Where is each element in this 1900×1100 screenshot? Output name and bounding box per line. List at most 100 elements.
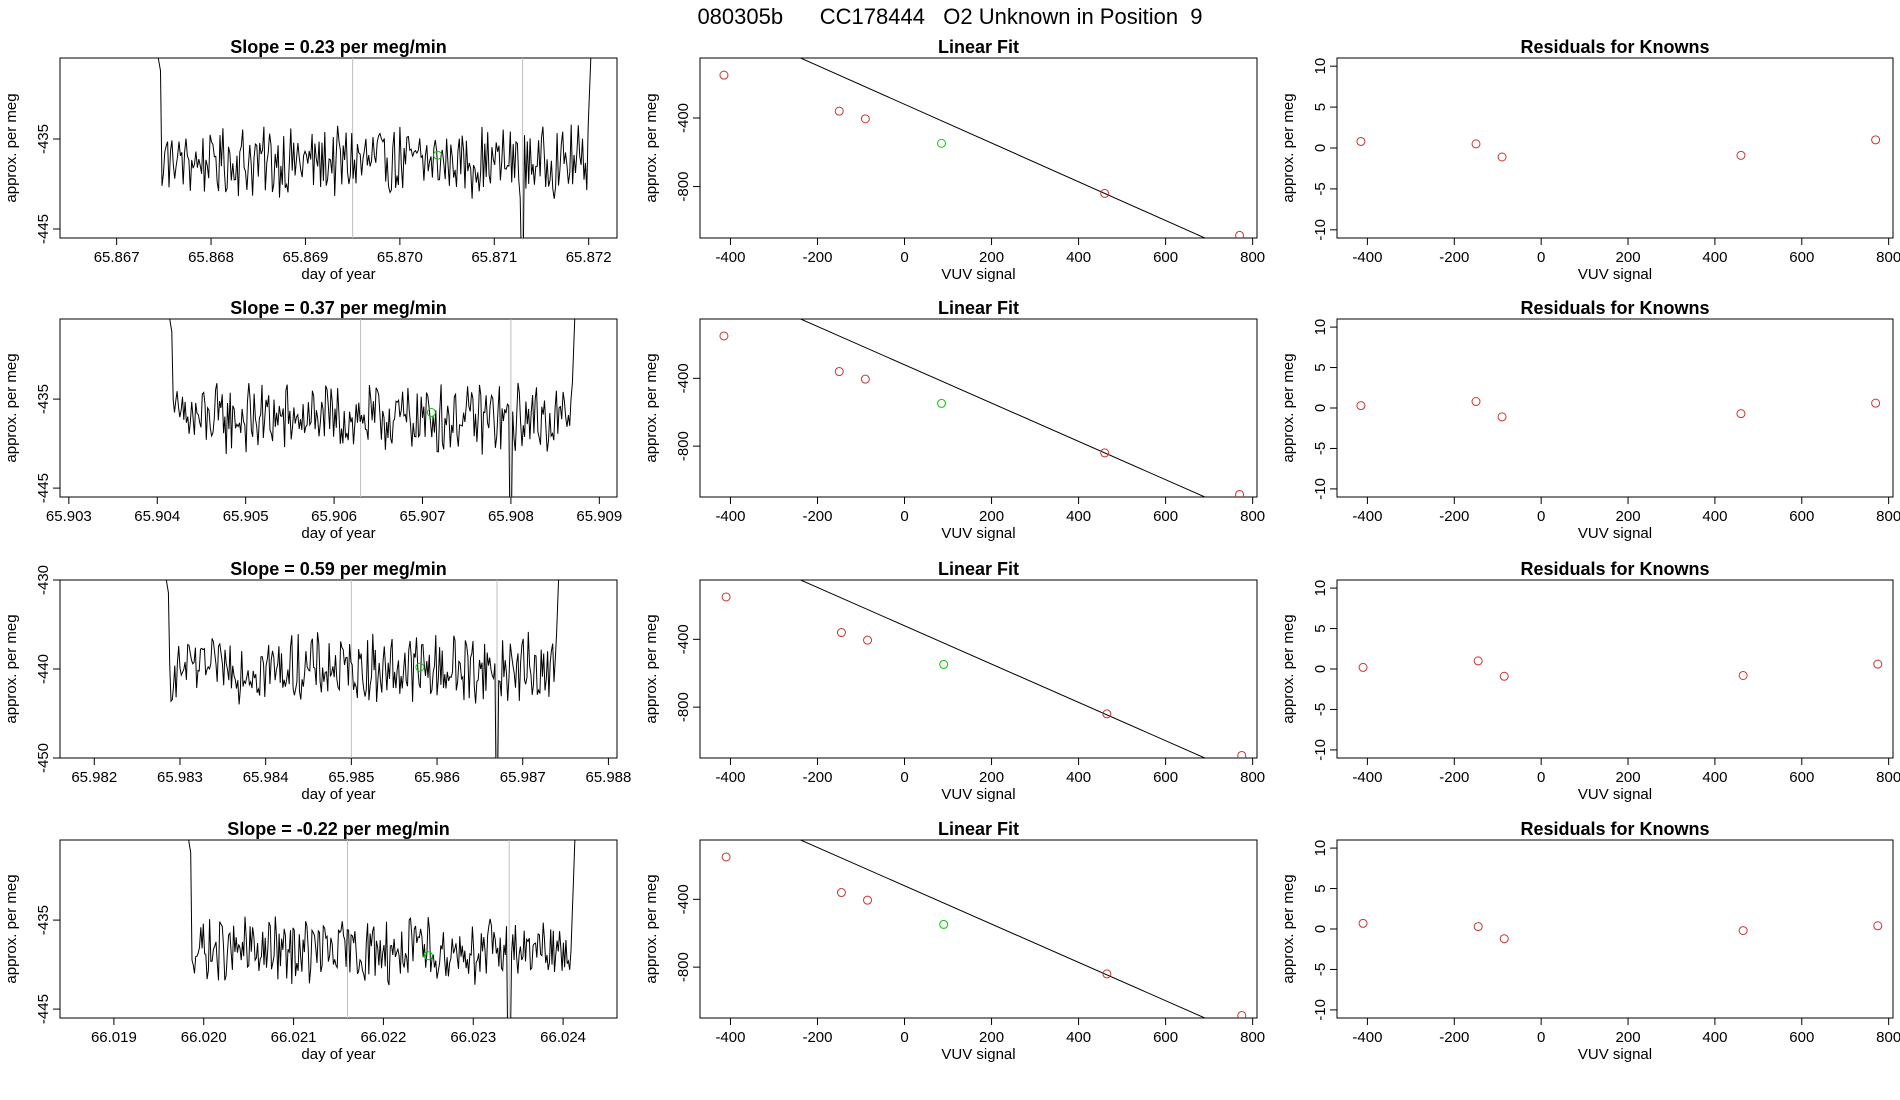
x-tick-label: 65.905 — [223, 508, 269, 525]
panel-title: Slope = 0.23 per meg/min — [230, 37, 447, 57]
x-tick-label: -200 — [802, 508, 832, 525]
x-axis-label: day of year — [301, 525, 375, 542]
data-trace — [165, 580, 560, 758]
plot-frame — [699, 579, 1258, 759]
x-axis-label: VUV signal — [1578, 525, 1652, 542]
x-tick-label: 0 — [900, 249, 908, 266]
known-point — [860, 114, 870, 124]
panel-title: Linear Fit — [938, 37, 1019, 57]
panel-3-2: Residuals for Knowns -400 -200 0 200 400 600 80… — [1280, 819, 1900, 1063]
x-tick-label: 800 — [1876, 249, 1900, 266]
x-tick-label: 65.908 — [488, 508, 534, 525]
x-tick-label: -400 — [1352, 1029, 1382, 1046]
y-tick-label: 10 — [1312, 58, 1329, 75]
x-axis-label: VUV signal — [941, 786, 1015, 803]
x-tick-label: -400 — [1352, 249, 1382, 266]
known-point — [719, 70, 729, 80]
y-tick-label: -400 — [675, 624, 692, 654]
unknown-point — [939, 919, 949, 929]
x-tick-label: 400 — [1066, 1029, 1091, 1046]
panel-title: Residuals for Knowns — [1520, 819, 1709, 839]
plot-area — [721, 840, 1247, 1018]
known-point — [721, 592, 731, 602]
panel-title: Slope = -0.22 per meg/min — [227, 819, 450, 839]
plot-area — [188, 840, 576, 1018]
x-tick-label: 800 — [1876, 1029, 1900, 1046]
y-axis-label: approx. per meg — [1280, 614, 1297, 723]
y-tick-label: -5 — [1312, 703, 1329, 716]
y-tick-label: -400 — [675, 884, 692, 914]
x-tick-label: 600 — [1789, 508, 1814, 525]
x-tick-label: -400 — [1352, 508, 1382, 525]
known-point — [1237, 750, 1247, 758]
residual-point — [1358, 662, 1368, 672]
panel-0-1: Linear Fit -400 -200 0 200 400 600 800 VUV signa… — [643, 37, 1265, 283]
x-tick-label: -200 — [802, 1029, 832, 1046]
y-tick-label: -450 — [35, 743, 52, 773]
panel-1-2: Residuals for Knowns -400 -200 0 200 400 600 80… — [1280, 298, 1900, 542]
x-tick-label: 65.984 — [243, 769, 289, 786]
y-tick-label: -5 — [1312, 963, 1329, 976]
x-tick-label: 200 — [979, 1029, 1004, 1046]
y-tick-label: 0 — [1312, 404, 1329, 412]
plot-area — [1356, 397, 1881, 422]
known-point — [836, 888, 846, 898]
y-axis-label: approx. per meg — [3, 353, 20, 462]
known-point — [1102, 969, 1112, 979]
y-tick-label: -800 — [675, 692, 692, 722]
x-tick-label: -200 — [802, 249, 832, 266]
plot-frame — [59, 57, 618, 239]
x-axis-label: VUV signal — [1578, 266, 1652, 283]
x-tick-label: 65.867 — [94, 249, 140, 266]
x-tick-label: 65.982 — [71, 769, 117, 786]
residual-point — [1873, 921, 1883, 931]
data-trace — [169, 319, 576, 497]
panel-title: Slope = 0.59 per meg/min — [230, 559, 447, 579]
y-tick-label: 5 — [1312, 624, 1329, 632]
plot-frame — [1336, 579, 1894, 759]
y-tick-label: 10 — [1312, 580, 1329, 597]
known-point — [860, 374, 870, 384]
y-tick-label: -400 — [675, 103, 692, 133]
x-tick-label: 800 — [1240, 769, 1265, 786]
known-point — [1235, 230, 1245, 238]
residual-point — [1473, 922, 1483, 932]
plot-area — [719, 58, 1245, 238]
y-axis-label: approx. per meg — [3, 874, 20, 983]
x-axis-label: VUV signal — [941, 1046, 1015, 1063]
y-tick-label: -430 — [35, 565, 52, 595]
plot-area — [1356, 135, 1881, 162]
x-tick-label: 65.907 — [400, 508, 446, 525]
x-tick-label: 400 — [1066, 508, 1091, 525]
x-tick-label: 200 — [979, 769, 1004, 786]
x-tick-label: 66.020 — [181, 1029, 227, 1046]
data-trace — [188, 840, 576, 1018]
x-tick-label: 66.024 — [540, 1029, 586, 1046]
x-tick-label: 400 — [1066, 769, 1091, 786]
panel-2-0: Slope = 0.59 per meg/min 65.982 65.983 65.9… — [3, 559, 631, 803]
y-axis-label: approx. per meg — [643, 93, 660, 202]
residual-point — [1871, 398, 1881, 408]
known-point — [1237, 1010, 1247, 1018]
residual-point — [1473, 656, 1483, 666]
x-tick-label: -200 — [1439, 1029, 1469, 1046]
panel-1-0: Slope = 0.37 per meg/min 65.903 65.904 65.9… — [3, 298, 622, 542]
residual-point — [1499, 934, 1509, 944]
x-tick-label: 66.022 — [360, 1029, 406, 1046]
x-tick-label: -400 — [1352, 769, 1382, 786]
x-axis-label: day of year — [301, 1046, 375, 1063]
unknown-point — [937, 398, 947, 408]
panel-title: Residuals for Knowns — [1520, 298, 1709, 318]
plot-area — [721, 580, 1247, 758]
x-tick-label: 65.869 — [283, 249, 329, 266]
y-tick-label: -435 — [35, 905, 52, 935]
residual-point — [1738, 926, 1748, 936]
known-point — [836, 628, 846, 638]
y-tick-label: -10 — [1312, 219, 1329, 241]
y-tick-label: 5 — [1312, 363, 1329, 371]
residual-point — [1497, 412, 1507, 422]
plot-frame — [59, 318, 618, 498]
known-point — [1100, 448, 1110, 458]
x-tick-label: 200 — [1616, 1029, 1641, 1046]
